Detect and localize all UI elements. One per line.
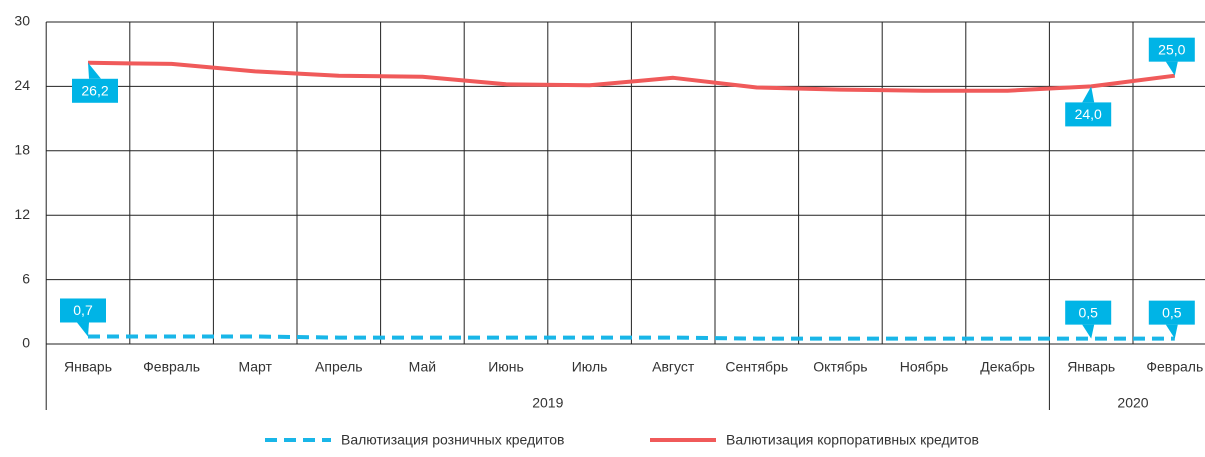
label-box xyxy=(1148,37,1195,62)
x-tick-label: Октябрь xyxy=(813,359,867,375)
value-label: 0,7 xyxy=(60,298,106,337)
value-label-text: 24,0 xyxy=(1075,106,1102,122)
value-label: 26,2 xyxy=(72,62,118,103)
y-tick-label: 24 xyxy=(14,77,30,93)
y-tick-label: 6 xyxy=(22,270,30,286)
label-box xyxy=(1065,102,1112,127)
label-pointer xyxy=(1165,61,1178,76)
x-tick-label: Март xyxy=(238,359,272,375)
value-label: 0,5 xyxy=(1065,300,1112,339)
value-label-text: 0,5 xyxy=(1078,304,1098,320)
group-label: 2019 xyxy=(532,395,563,411)
value-label-text: 25,0 xyxy=(1158,41,1185,57)
y-tick-label: 0 xyxy=(22,335,30,351)
value-label-text: 0,5 xyxy=(1162,304,1182,320)
x-tick-label: Июль xyxy=(572,359,608,375)
value-label: 25,0 xyxy=(1148,37,1195,76)
x-tick-label: Декабрь xyxy=(980,359,1035,375)
series-line xyxy=(87,60,1176,93)
x-tick-label: Сентябрь xyxy=(725,359,788,375)
x-tick-label: Ноябрь xyxy=(900,359,949,375)
label-pointer xyxy=(1082,86,1095,103)
label-box xyxy=(1065,300,1112,325)
x-tick-label: Апрель xyxy=(315,359,363,375)
x-tick-label: Июнь xyxy=(488,359,524,375)
value-label: 24,0 xyxy=(1065,86,1112,127)
value-label-text: 26,2 xyxy=(81,82,108,98)
label-box xyxy=(60,298,106,323)
legend-label: Валютизация розничных кредитов xyxy=(341,432,564,448)
x-tick-label: Февраль xyxy=(1146,359,1203,375)
x-tick-label: Август xyxy=(652,359,695,375)
label-box xyxy=(72,78,118,103)
label-pointer xyxy=(88,62,101,79)
x-tick-label: Январь xyxy=(1067,359,1115,375)
label-box xyxy=(1148,300,1195,325)
x-tick-label: Май xyxy=(409,359,436,375)
x-tick-label: Февраль xyxy=(143,359,200,375)
x-tick-label: Январь xyxy=(64,359,112,375)
y-tick-label: 12 xyxy=(14,206,30,222)
series-line xyxy=(88,334,1175,341)
legend-label: Валютизация корпоративных кредитов xyxy=(726,432,979,448)
value-label-text: 0,7 xyxy=(73,302,93,318)
y-tick-label: 30 xyxy=(14,13,30,29)
group-label: 2020 xyxy=(1117,395,1148,411)
label-pointer xyxy=(1082,324,1095,339)
label-pointer xyxy=(77,322,89,337)
value-label: 0,5 xyxy=(1148,300,1195,339)
label-pointer xyxy=(1165,324,1178,339)
y-tick-label: 18 xyxy=(14,142,30,158)
